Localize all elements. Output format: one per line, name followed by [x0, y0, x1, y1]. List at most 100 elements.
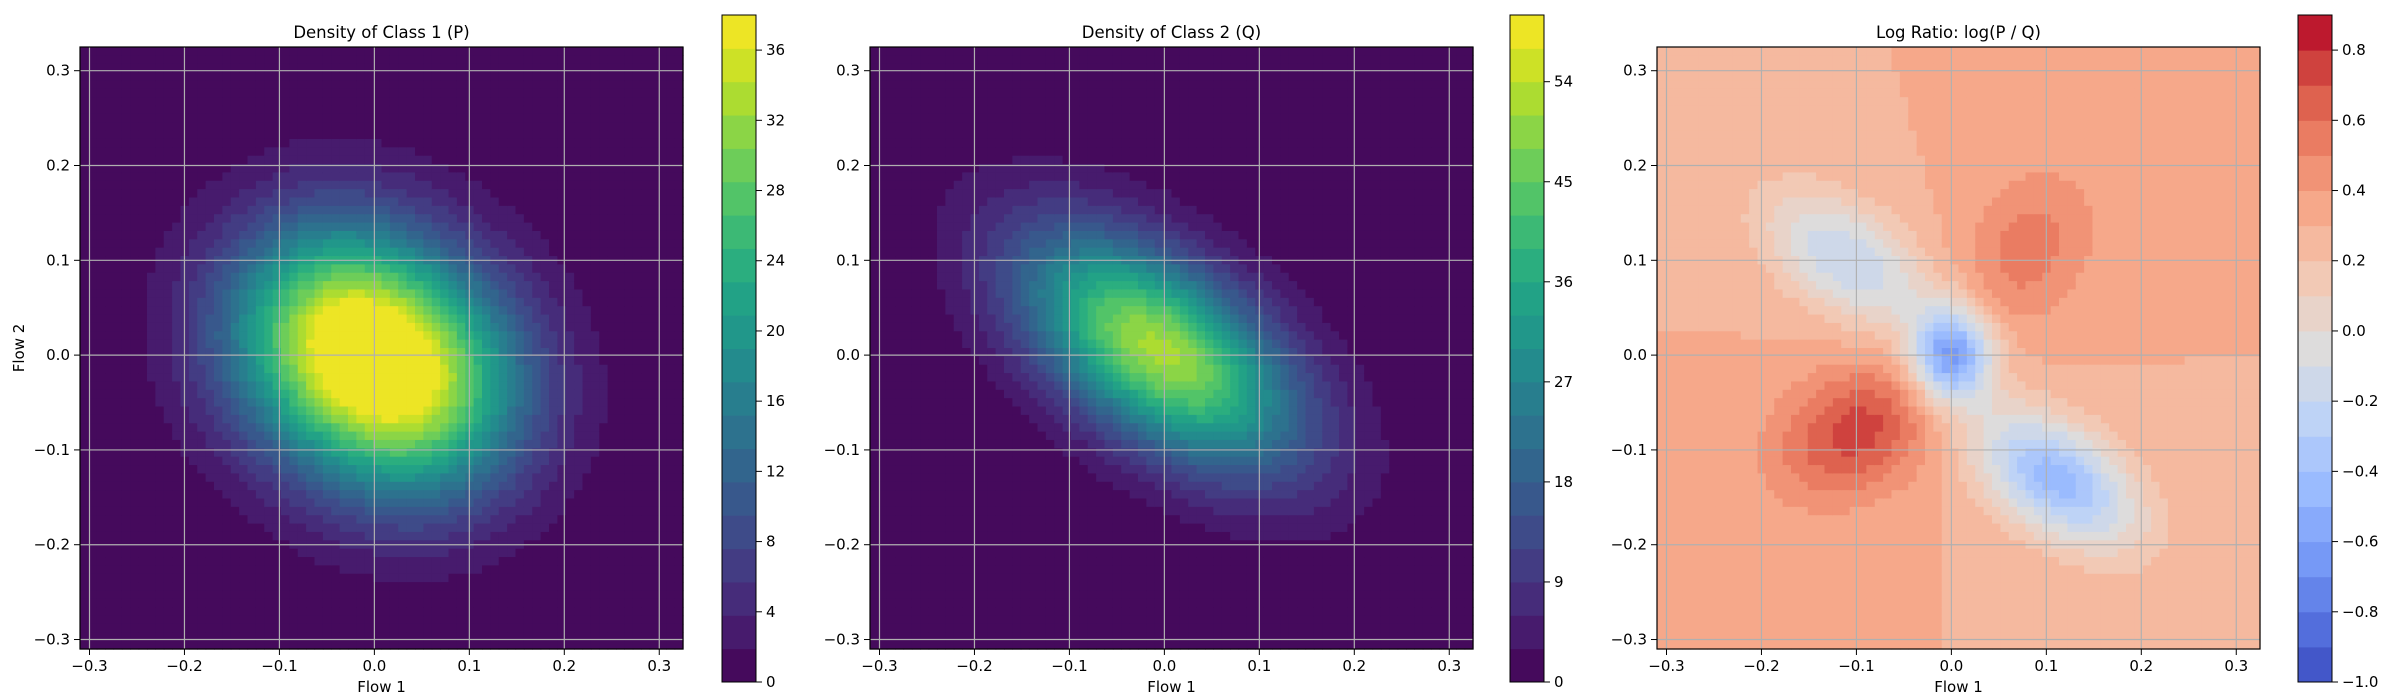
colorbar-band — [2298, 366, 2332, 402]
colorbar-band — [1510, 181, 1544, 216]
colorbar-band — [722, 448, 756, 483]
colorbar-tick-label: −0.2 — [2342, 392, 2378, 410]
colorbar-band — [1510, 15, 1544, 49]
colorbar-band — [722, 81, 756, 116]
colorbar-band — [722, 648, 756, 683]
y-axis-label: Flow 2 — [10, 324, 28, 373]
colorbar-band — [722, 548, 756, 583]
x-tick-label: 0.3 — [647, 657, 671, 675]
y-tick-label: −0.1 — [34, 441, 70, 459]
colorbar-tick-label: 18 — [1554, 473, 1573, 491]
colorbar-band — [722, 248, 756, 283]
colorbar-band — [2298, 611, 2332, 648]
colorbar-tick-label: 36 — [1554, 273, 1573, 291]
y-tick-label: 0.0 — [46, 346, 70, 364]
colorbar-band — [1510, 615, 1544, 650]
x-tick-label: 0.0 — [1939, 657, 1963, 675]
colorbar-band — [722, 15, 756, 49]
density-field — [1657, 47, 2261, 650]
colorbar-tick-label: −0.4 — [2342, 462, 2378, 480]
x-tick-label: −0.1 — [1051, 657, 1087, 675]
colorbar-tick-label: 12 — [766, 462, 785, 480]
colorbar-band — [2298, 15, 2332, 51]
y-tick-label: 0.0 — [836, 346, 860, 364]
y-tick-label: 0.2 — [836, 157, 860, 175]
colorbar-tick-label: 8 — [766, 533, 776, 551]
y-tick-label: 0.3 — [1623, 62, 1647, 80]
y-tick-label: −0.2 — [824, 536, 860, 554]
y-tick-label: 0.0 — [1623, 346, 1647, 364]
axes-frame — [79, 46, 684, 650]
x-axis-label: Flow 1 — [357, 678, 406, 696]
colorbar-band — [722, 48, 756, 83]
colorbar-tick-label: 4 — [766, 603, 776, 621]
x-tick-label: 0.3 — [2224, 657, 2248, 675]
colorbar-tick-label: 0.2 — [2342, 252, 2366, 270]
colorbar-band — [1510, 115, 1544, 149]
x-tick-label: −0.3 — [861, 657, 897, 675]
chart-title: Log Ratio: log(P / Q) — [1876, 23, 2041, 42]
colorbar-band — [2298, 330, 2332, 367]
colorbar-band — [2298, 471, 2332, 507]
x-tick-label: −0.3 — [71, 657, 107, 675]
x-tick-label: −0.3 — [1648, 657, 1684, 675]
colorbar-band — [722, 581, 756, 616]
colorbar-band — [1510, 381, 1544, 416]
colorbar-tick-label: 45 — [1554, 173, 1573, 191]
colorbar-tick-label: 0 — [1554, 673, 1564, 691]
density-field — [870, 47, 1474, 650]
x-tick-label: 0.2 — [2129, 657, 2153, 675]
colorbar-tick-label: 9 — [1554, 573, 1564, 591]
colorbar-band — [1510, 248, 1544, 283]
x-tick-label: −0.1 — [261, 657, 297, 675]
colorbar-tick-label: 36 — [766, 41, 785, 59]
colorbar: 0 4 8 12 16 20 24 28 32 36 — [721, 14, 785, 691]
colorbar-band — [1510, 81, 1544, 116]
colorbar-tick-label: −0.8 — [2342, 603, 2378, 621]
colorbar-band — [722, 315, 756, 349]
colorbar-band — [722, 215, 756, 249]
colorbar-band — [1510, 581, 1544, 616]
x-tick-label: 0.1 — [1247, 657, 1271, 675]
y-tick-label: 0.1 — [836, 251, 860, 269]
colorbar-band — [722, 181, 756, 216]
x-tick-label: 0.3 — [1437, 657, 1461, 675]
y-tick-label: 0.2 — [1623, 157, 1647, 175]
x-axis-label: Flow 1 — [1147, 678, 1196, 696]
y-tick-label: 0.2 — [46, 157, 70, 175]
colorbar-band — [2298, 260, 2332, 297]
y-tick-label: −0.3 — [34, 631, 70, 649]
x-tick-label: 0.0 — [1152, 657, 1176, 675]
colorbar-band — [722, 615, 756, 650]
colorbar-tick-label: 0 — [766, 673, 776, 691]
x-tick-label: 0.2 — [1342, 657, 1366, 675]
chart-panel-2: −0.3 −0.2 −0.1 0.0 0.1 0.2 0.3 −0.3 −0.2 −0.1 0.0 0… — [824, 14, 1573, 696]
x-tick-label: −0.1 — [1838, 657, 1874, 675]
colorbar-tick-label: 27 — [1554, 373, 1573, 391]
axes-frame — [869, 46, 1474, 650]
density-field — [80, 47, 684, 650]
colorbar-band — [1510, 315, 1544, 349]
chart-title: Density of Class 2 (Q) — [1082, 23, 1261, 42]
colorbar: 0 9 18 27 36 45 54 — [1509, 14, 1573, 691]
colorbar-band — [2298, 190, 2332, 227]
colorbar-band — [2298, 225, 2332, 262]
colorbar-band — [722, 348, 756, 383]
colorbar-tick-label: 16 — [766, 392, 785, 410]
y-tick-label: 0.1 — [1623, 251, 1647, 269]
colorbar-tick-label: 0.4 — [2342, 182, 2366, 200]
colorbar-band — [2298, 155, 2332, 192]
y-tick-label: −0.2 — [34, 536, 70, 554]
colorbar-band — [1510, 415, 1544, 450]
chart-panel-1: −0.3 −0.2 −0.1 0.0 0.1 0.2 0.3 −0.3 −0.2 −0.1 0.0 0… — [10, 14, 785, 696]
colorbar-tick-label: 24 — [766, 252, 785, 270]
colorbar-tick-label: 0.8 — [2342, 41, 2366, 59]
colorbar-frame — [2297, 14, 2333, 683]
colorbar-band — [1510, 515, 1544, 550]
colorbar-frame — [1509, 14, 1545, 683]
colorbar-band — [722, 415, 756, 450]
y-tick-label: 0.3 — [836, 62, 860, 80]
y-tick-label: 0.3 — [46, 62, 70, 80]
colorbar-band — [1510, 48, 1544, 83]
